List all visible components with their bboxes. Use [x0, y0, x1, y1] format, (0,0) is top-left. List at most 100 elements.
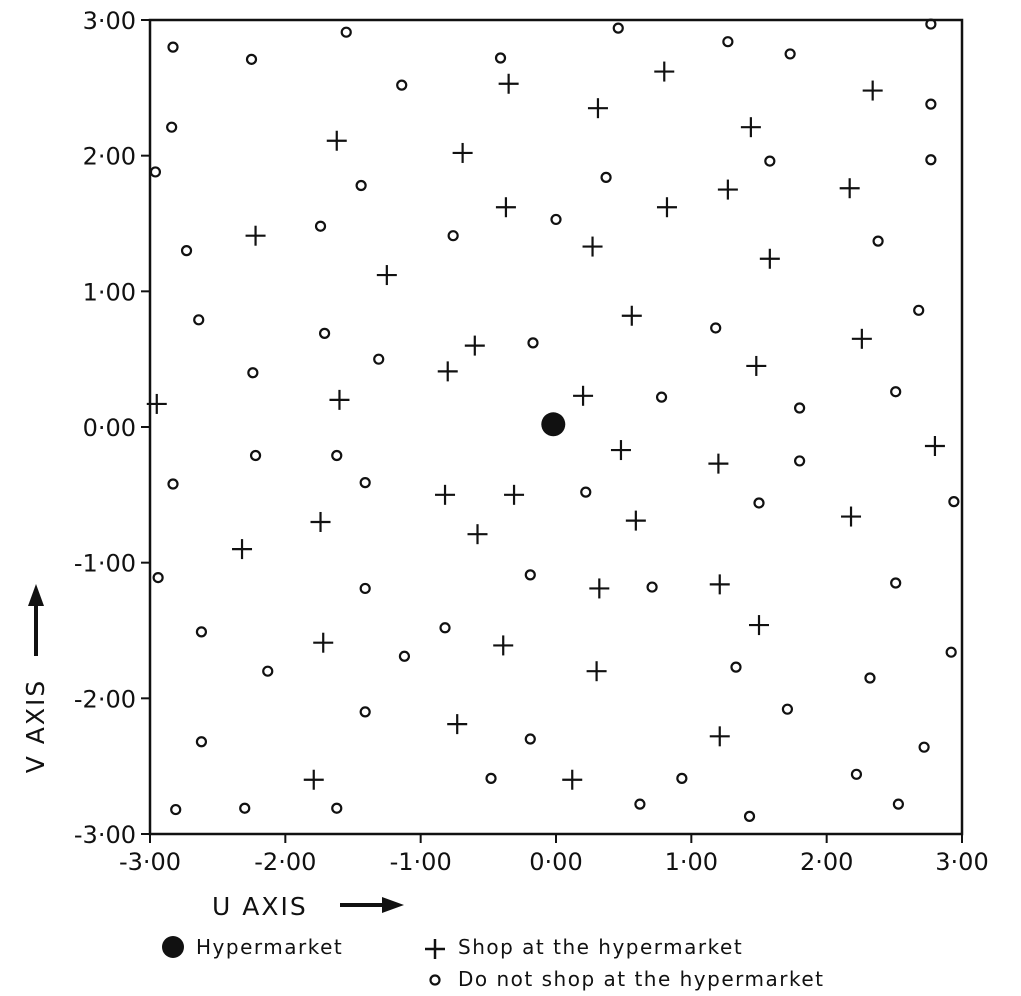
plus-point: [310, 511, 331, 532]
plus-point: [654, 61, 675, 82]
plus-point: [924, 435, 945, 456]
plus-point: [759, 248, 780, 269]
open-circle-point: [331, 449, 343, 462]
x-tick-label: -3·00: [119, 848, 181, 876]
y-tick-label: 3·00: [83, 7, 136, 35]
open-circle-point: [439, 622, 451, 634]
open-circle-point: [550, 213, 562, 226]
plus-point: [562, 769, 583, 790]
open-circle-point: [890, 386, 902, 398]
open-circle-point: [646, 581, 658, 593]
open-circle-point: [331, 802, 343, 814]
open-circle-point: [925, 98, 937, 110]
open-circle-point: [784, 48, 796, 60]
open-circle-point: [396, 79, 408, 91]
plus-point: [740, 117, 761, 138]
open-circle-point: [676, 772, 688, 784]
y-tick-label: -2·00: [74, 685, 136, 713]
y-axis-arrowhead: [28, 584, 44, 606]
plus-point: [708, 453, 729, 474]
open-circle-point: [925, 18, 937, 30]
plus-point: [495, 197, 516, 218]
open-circle-point: [318, 327, 331, 339]
x-tick-label: 2·00: [800, 848, 853, 876]
legend-label-no-shop: Do not shop at the hypermarket: [458, 967, 825, 991]
open-circle-point: [872, 235, 884, 247]
open-circle-point: [195, 626, 208, 638]
open-circle-point: [195, 736, 208, 748]
open-circle-point: [634, 798, 646, 810]
open-circle-point: [892, 798, 904, 810]
plus-point: [232, 539, 253, 560]
y-axis-label-group: V AXIS: [21, 584, 50, 773]
axis-tick-labels: -3·00 -2·00 -1·00 0·00 1·00 2·00 3·00 3·00 2·00 1…: [74, 7, 989, 876]
plus-point: [586, 661, 607, 682]
open-circle-point: [262, 665, 274, 677]
plus-point: [504, 484, 525, 505]
plus-point: [303, 769, 324, 790]
open-circle-point: [355, 179, 367, 192]
open-circle-point: [710, 322, 722, 334]
y-tick-label: 1·00: [83, 278, 136, 306]
open-circle-point: [245, 53, 258, 65]
open-circle-point: [524, 733, 536, 745]
open-circle-point: [793, 402, 806, 414]
plus-point: [313, 632, 334, 653]
plus-point: [589, 578, 610, 599]
open-circle-point: [239, 802, 251, 814]
open-circle-point: [447, 230, 459, 242]
plus-point: [326, 130, 347, 151]
open-circle-point: [850, 768, 863, 780]
open-circle-point: [359, 706, 371, 718]
plus-point: [464, 335, 485, 356]
y-tick-label: 2·00: [83, 143, 136, 171]
legend-item-hypermarket: Hypermarket: [160, 934, 343, 960]
plus-point: [452, 142, 473, 163]
open-circle-point: [527, 337, 539, 349]
open-circle-point: [918, 741, 930, 753]
plus-point: [851, 328, 872, 349]
x-tick-label: -2·00: [254, 848, 316, 876]
plus-point: [498, 73, 519, 94]
data-points: [146, 18, 960, 822]
plus-point: [749, 615, 769, 636]
plus-point: [625, 510, 646, 531]
x-tick-label: -1·00: [390, 848, 452, 876]
open-circle-point: [247, 367, 259, 379]
open-circle-point: [167, 41, 179, 53]
open-circle-point: [170, 803, 182, 816]
open-circle-point: [793, 455, 806, 467]
open-circle-point: [764, 155, 776, 167]
plus-point: [841, 506, 862, 527]
plus-point: [862, 80, 883, 101]
plus-point: [709, 726, 730, 747]
y-tick-label: 0·00: [83, 414, 136, 442]
open-circle-point: [373, 353, 385, 365]
x-axis-label-group: U AXIS: [212, 892, 404, 921]
plus-point: [656, 197, 677, 218]
open-circle-point: [655, 391, 668, 403]
hypermarket-point: [541, 412, 566, 437]
plus-point: [435, 484, 456, 505]
open-circle-point: [398, 650, 411, 662]
axis-ticks: [141, 19, 963, 843]
legend-item-shop: Shop at the hypermarket: [422, 934, 743, 960]
open-circle-point: [166, 121, 178, 133]
open-circle-point: [193, 314, 205, 326]
open-circle-point: [743, 810, 756, 822]
open-circle-point: [359, 582, 371, 595]
legend-label-hypermarket: Hypermarket: [196, 935, 344, 959]
plus-point: [467, 524, 488, 545]
plus-point: [610, 440, 631, 461]
x-tick-label: 1·00: [665, 848, 718, 876]
legend-label-shop: Shop at the hypermarket: [458, 935, 744, 959]
open-circle-point: [600, 171, 612, 183]
open-circle-point: [180, 245, 193, 257]
x-axis-label: U AXIS: [212, 892, 308, 921]
open-circle-point: [149, 166, 162, 178]
open-circle-point: [152, 571, 164, 584]
open-circle-point: [612, 22, 624, 34]
open-circle-point: [730, 661, 742, 673]
plus-point: [245, 225, 266, 246]
open-circle-point: [340, 26, 352, 38]
